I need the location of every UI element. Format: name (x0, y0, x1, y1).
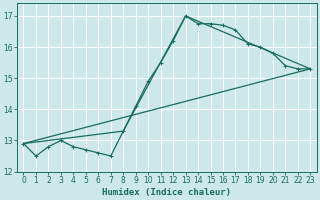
X-axis label: Humidex (Indice chaleur): Humidex (Indice chaleur) (102, 188, 231, 197)
